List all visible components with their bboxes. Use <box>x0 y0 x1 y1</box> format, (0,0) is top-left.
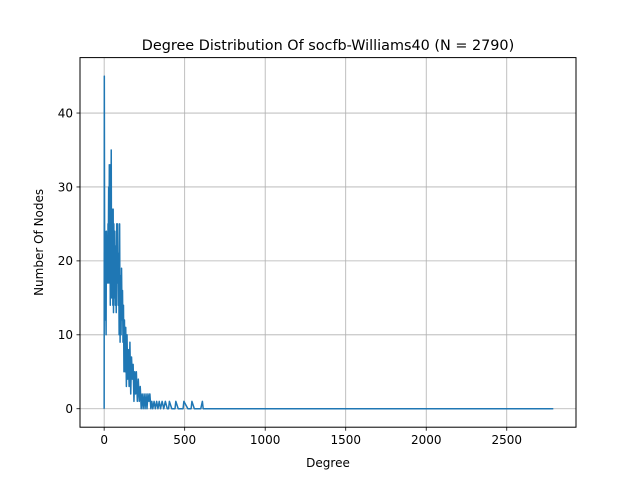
chart-title: Degree Distribution Of socfb-Williams40 … <box>142 38 514 54</box>
y-tick-label: 0 <box>65 402 73 416</box>
y-tick-label: 40 <box>58 106 73 120</box>
y-tick-label: 20 <box>58 254 73 268</box>
y-tick-label: 30 <box>58 180 73 194</box>
x-tick-label: 1500 <box>330 433 361 447</box>
x-tick-label: 2500 <box>491 433 522 447</box>
x-tick-label: 1000 <box>250 433 281 447</box>
y-tick-label: 10 <box>58 328 73 342</box>
grid-lines <box>80 57 576 428</box>
x-tick-label: 0 <box>100 433 108 447</box>
tick-layer: 0 500 1000 1500 2000 2500 0 10 20 30 40 <box>58 106 522 447</box>
plot-frame <box>79 57 577 428</box>
series-layer <box>103 75 554 410</box>
x-tick-label: 500 <box>173 433 196 447</box>
x-axis-label: Degree <box>306 456 350 470</box>
degree-series-line <box>103 75 554 410</box>
x-tick-label: 2000 <box>411 433 442 447</box>
y-axis-label: Number Of Nodes <box>32 189 46 296</box>
